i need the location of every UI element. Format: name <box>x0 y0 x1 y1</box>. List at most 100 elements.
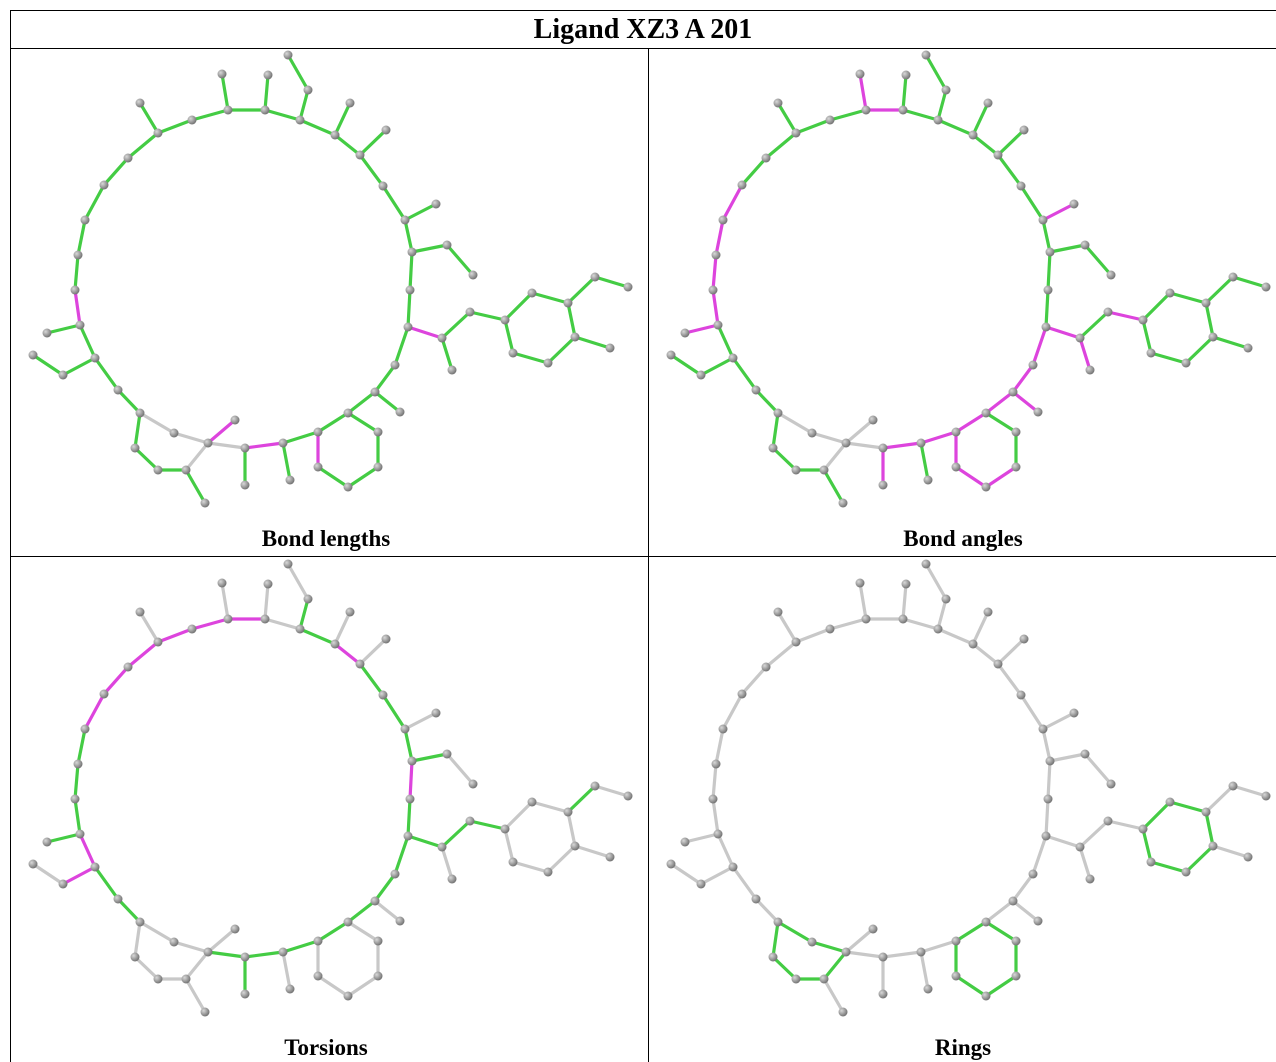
bond <box>408 250 414 292</box>
atom <box>278 438 288 448</box>
atom <box>403 322 413 332</box>
bond <box>984 465 1018 489</box>
atom <box>1011 936 1021 946</box>
atom <box>203 438 213 448</box>
atom <box>791 974 801 984</box>
atom <box>861 614 871 624</box>
bond <box>936 627 975 646</box>
atom <box>968 130 978 140</box>
atom <box>933 115 943 125</box>
bond <box>78 832 97 869</box>
bond <box>669 862 703 886</box>
bond <box>346 465 380 489</box>
bond <box>573 335 612 350</box>
atom <box>169 428 179 438</box>
atom <box>113 894 123 904</box>
bond <box>776 610 798 644</box>
bond <box>190 617 230 631</box>
atom <box>751 894 761 904</box>
bond <box>403 218 414 254</box>
atom <box>240 443 250 453</box>
atom <box>841 438 851 448</box>
bond <box>593 784 630 798</box>
bond <box>1141 827 1153 864</box>
atom <box>718 215 728 225</box>
panel-caption: Bond lengths <box>262 526 391 551</box>
atom <box>113 385 123 395</box>
bond <box>566 275 597 305</box>
atom <box>400 724 410 734</box>
atom <box>933 624 943 634</box>
bond <box>1106 310 1145 322</box>
atom <box>70 285 80 295</box>
atom <box>968 639 978 649</box>
atom <box>240 952 250 962</box>
atom <box>680 837 690 847</box>
bond <box>1041 202 1076 222</box>
bond <box>503 827 515 864</box>
atom <box>285 984 295 994</box>
bond <box>503 291 534 322</box>
atom <box>90 353 100 363</box>
bond <box>1044 288 1050 329</box>
bond <box>316 411 350 434</box>
bond <box>1044 797 1050 838</box>
bond <box>333 133 362 157</box>
atom <box>983 607 993 617</box>
bond <box>1048 752 1087 763</box>
atom <box>400 215 410 225</box>
bond <box>503 800 534 831</box>
atom <box>768 443 778 453</box>
bond <box>220 72 230 112</box>
bond <box>298 597 310 631</box>
bond <box>138 920 176 944</box>
atom <box>921 559 931 569</box>
bond <box>828 108 868 122</box>
bond <box>172 431 210 445</box>
atom <box>1228 781 1238 791</box>
atom <box>951 462 961 472</box>
atom <box>153 128 163 138</box>
atom <box>468 270 478 280</box>
atom <box>1016 181 1026 191</box>
atom <box>878 443 888 453</box>
bond <box>298 118 337 137</box>
bond <box>828 617 868 631</box>
bond <box>1078 336 1092 372</box>
bond <box>858 581 868 621</box>
atom <box>773 408 783 418</box>
bond <box>45 323 82 335</box>
bond <box>102 665 130 696</box>
atom <box>181 465 191 475</box>
atom <box>169 937 179 947</box>
atom <box>1080 240 1090 250</box>
atom <box>868 415 878 425</box>
atom <box>90 862 100 872</box>
bond <box>822 468 845 505</box>
bond <box>919 430 958 445</box>
atom <box>791 465 801 475</box>
bond <box>810 431 848 445</box>
bond <box>546 844 577 874</box>
atom <box>373 971 383 981</box>
atom <box>313 462 323 472</box>
atom <box>343 408 353 418</box>
atom <box>217 578 227 588</box>
bond <box>794 118 832 135</box>
bond <box>445 752 475 786</box>
atom <box>916 438 926 448</box>
bond <box>971 642 1000 666</box>
bond <box>133 411 142 450</box>
atom <box>223 105 233 115</box>
atom <box>1041 322 1051 332</box>
atom <box>807 428 817 438</box>
atom <box>901 70 911 80</box>
atom <box>390 869 400 879</box>
atom <box>99 689 109 699</box>
bond <box>721 183 744 222</box>
atom <box>855 69 865 79</box>
bond <box>984 920 1018 943</box>
atom <box>1165 288 1175 298</box>
atom <box>751 385 761 395</box>
atom <box>1075 333 1085 343</box>
